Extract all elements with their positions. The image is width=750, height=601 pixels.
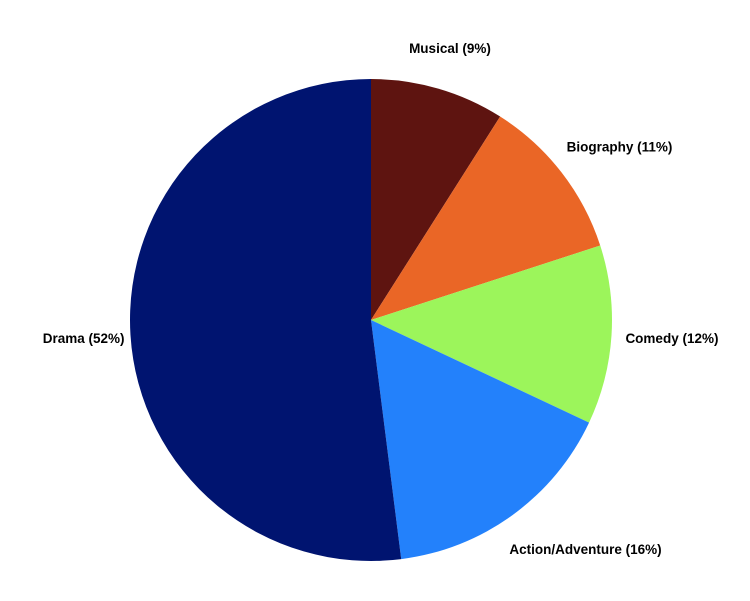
pie-label-action-adventure: Action/Adventure (16%): [509, 542, 661, 557]
pie-slice-drama: [130, 79, 402, 561]
pie-slice-action-adventure: [371, 320, 590, 560]
pie-slice-musical: [371, 79, 501, 320]
pie-slice-biography: [371, 116, 601, 320]
pie-label-drama: Drama (52%): [43, 331, 125, 346]
pie-label-musical: Musical (9%): [409, 41, 491, 56]
pie-labels: Musical (9%) Biography (11%) Comedy (12%) A…: [43, 41, 719, 557]
pie-label-comedy: Comedy (12%): [625, 331, 718, 346]
pie-label-biography: Biography (11%): [567, 140, 673, 155]
pie-slice-comedy: [371, 245, 613, 423]
pie-slices: [130, 79, 613, 561]
